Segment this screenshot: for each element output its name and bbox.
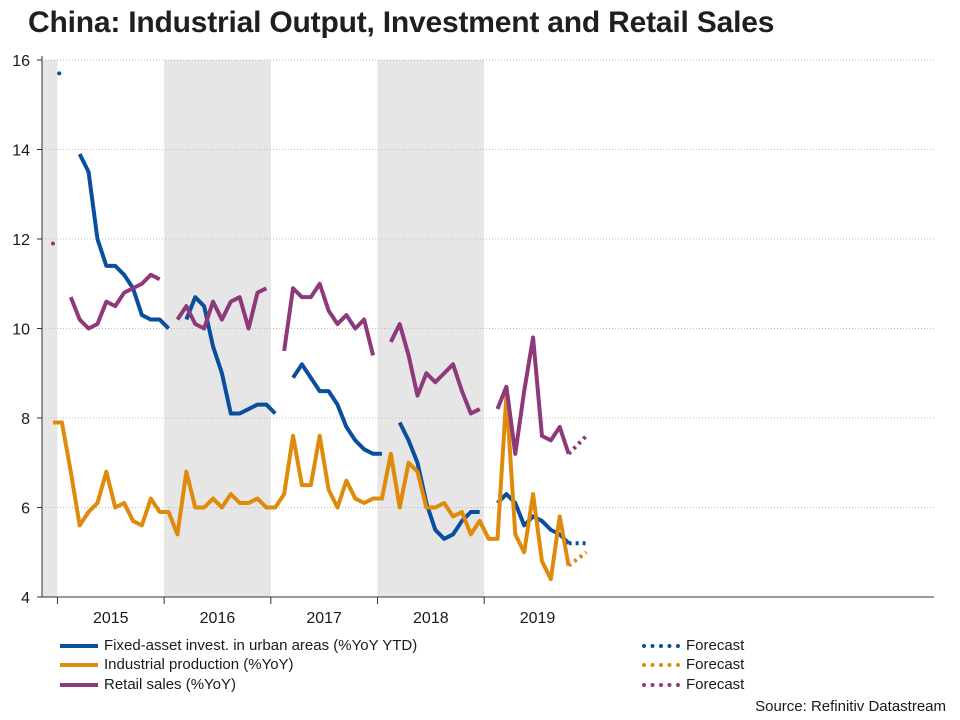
series-1 xyxy=(53,393,588,582)
legend-item-ip: Industrial production (%YoY) xyxy=(60,656,294,673)
legend-swatch-retail xyxy=(60,682,98,687)
series-line-segment xyxy=(397,421,480,541)
series-0 xyxy=(57,71,587,546)
series-line-segment xyxy=(77,153,170,330)
axes: 4 6 8 10 12 14 16 2015 2016 2017 2018 2019 xyxy=(12,53,934,627)
y-tick-label: 14 xyxy=(12,143,30,160)
y-tick-label: 8 xyxy=(21,411,30,428)
series-line-segment xyxy=(291,362,382,456)
legend-swatch-ip xyxy=(60,662,98,667)
legend-swatch-fai xyxy=(60,643,98,648)
legend-swatch-fai-forecast xyxy=(642,643,680,648)
y-tick-label: 4 xyxy=(21,590,30,607)
legend-label-ip-forecast: Forecast xyxy=(686,656,745,673)
series-lines xyxy=(51,71,588,582)
forecast-line xyxy=(567,434,588,456)
series-line-segment xyxy=(68,272,161,331)
y-tick-label: 12 xyxy=(12,232,30,249)
line-chart: 4 6 8 10 12 14 16 2015 2016 2017 2018 2019 xyxy=(12,53,934,627)
series-2 xyxy=(51,241,588,456)
y-tick-label: 10 xyxy=(12,322,30,339)
data-point xyxy=(57,71,62,76)
legend-swatch-retail-forecast xyxy=(642,682,680,687)
legend-label-ip: Industrial production (%YoY) xyxy=(104,656,294,673)
legend-item-fai: Fixed-asset invest. in urban areas (%YoY… xyxy=(60,637,417,654)
source-note: Source: Refinitiv Datastream xyxy=(755,698,946,715)
y-tick-label: 16 xyxy=(12,53,30,70)
series-line-segment xyxy=(389,322,481,416)
x-tick-label: 2016 xyxy=(200,610,236,627)
legend-item-ip-forecast: Forecast xyxy=(642,656,744,673)
legend-item-retail-forecast: Forecast xyxy=(642,676,744,693)
legend-label-retail-forecast: Forecast xyxy=(686,676,745,693)
series-line-segment xyxy=(175,286,268,331)
shade-band-2014 xyxy=(42,60,58,597)
legend-swatch-ip-forecast xyxy=(642,662,680,667)
y-tick-label: 6 xyxy=(21,501,30,518)
legend-label-retail: Retail sales (%YoY) xyxy=(104,676,237,693)
legend-label-fai-forecast: Forecast xyxy=(686,637,745,654)
legend-label-fai: Fixed-asset invest. in urban areas (%YoY… xyxy=(104,637,418,654)
forecast-line xyxy=(567,550,588,568)
legend-item-retail: Retail sales (%YoY) xyxy=(60,676,236,693)
legend-item-fai-forecast: Forecast xyxy=(642,637,744,654)
series-line-segment xyxy=(53,393,571,582)
series-line-segment xyxy=(184,295,277,416)
x-tick-label: 2019 xyxy=(520,610,556,627)
x-tick-label: 2015 xyxy=(93,610,129,627)
series-line-segment xyxy=(495,335,571,456)
series-line-segment xyxy=(282,281,375,356)
data-point xyxy=(51,241,55,246)
x-tick-label: 2018 xyxy=(413,610,449,627)
x-tick-label: 2017 xyxy=(306,610,342,627)
chart-title: China: Industrial Output, Investment and… xyxy=(28,6,775,39)
